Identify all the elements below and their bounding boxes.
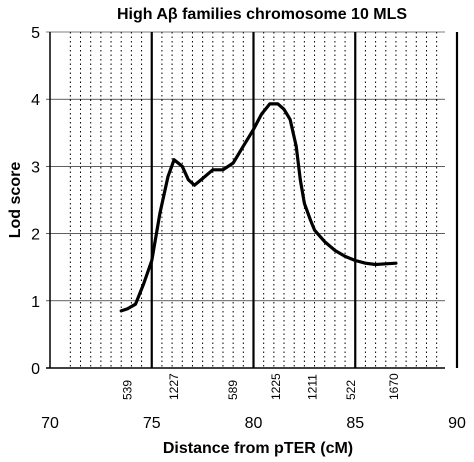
marker-label: 539 <box>120 380 134 400</box>
y-tick-label: 3 <box>31 159 40 176</box>
y-tick-label: 1 <box>31 294 40 311</box>
y-tick-label: 5 <box>31 25 40 42</box>
grid-lines <box>46 31 459 369</box>
marker-label: 1670 <box>387 373 401 400</box>
x-tick-label: 70 <box>41 415 59 432</box>
marker-label: 522 <box>344 380 358 400</box>
marker-label: 589 <box>226 380 240 400</box>
lod-curve <box>119 102 398 313</box>
marker-label: 1227 <box>167 373 181 400</box>
x-tick-label: 90 <box>448 415 466 432</box>
y-axis-title: Lod score <box>7 162 24 239</box>
y-tick-label: 0 <box>31 361 40 378</box>
y-tick-label: 2 <box>31 227 40 244</box>
x-tick-label: 75 <box>143 415 161 432</box>
plot-area <box>119 102 398 313</box>
x-tick-labels: 70 75 80 85 90 <box>41 415 466 432</box>
marker-label: 1225 <box>269 373 283 400</box>
marker-labels: 539 1227 589 1225 1211 522 1670 <box>120 373 401 400</box>
x-tick-label: 80 <box>245 415 263 432</box>
chart-title: High Aβ families chromosome 10 MLS <box>117 6 407 23</box>
y-tick-labels: 0 1 2 3 4 5 <box>31 25 40 378</box>
x-axis-title: Distance from pTER (cM) <box>163 440 353 457</box>
y-tick-label: 4 <box>31 92 40 109</box>
marker-label: 1211 <box>306 374 320 400</box>
x-tick-label: 85 <box>346 415 364 432</box>
